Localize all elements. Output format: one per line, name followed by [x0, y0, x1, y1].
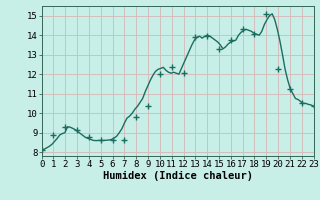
- X-axis label: Humidex (Indice chaleur): Humidex (Indice chaleur): [103, 171, 252, 181]
